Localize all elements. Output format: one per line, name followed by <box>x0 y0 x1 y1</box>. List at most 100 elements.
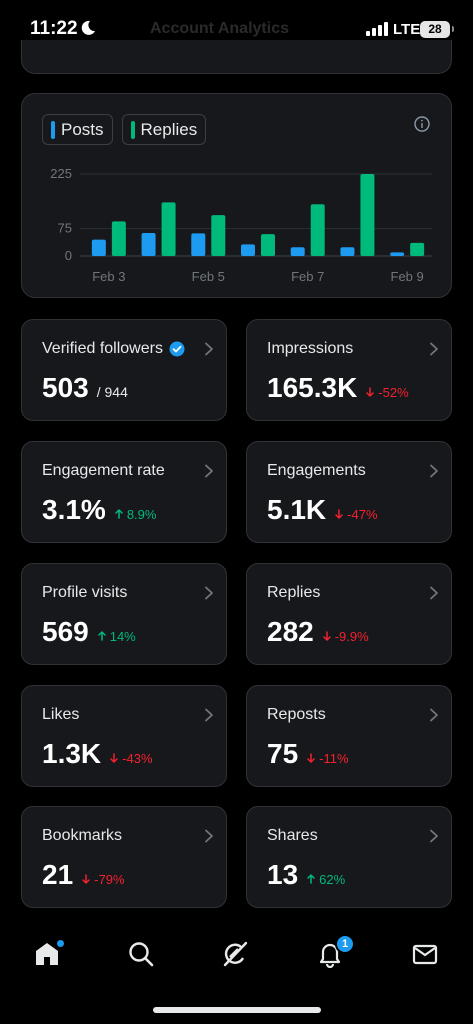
stat-label-text: Engagements <box>267 462 366 479</box>
bar-replies-feb-6[interactable] <box>261 234 275 256</box>
stat-value-row: 282 -9.9% <box>267 616 369 648</box>
stat-value: 13 <box>267 859 299 890</box>
x-tick-label: Feb 5 <box>192 269 225 284</box>
info-icon[interactable] <box>414 116 430 132</box>
bar-posts-feb-7[interactable] <box>290 247 305 256</box>
bar-replies-feb-7[interactable] <box>310 204 325 256</box>
bottom-nav: 1 <box>0 920 473 1024</box>
arrow-down-icon <box>307 753 315 763</box>
replies-swatch <box>130 120 135 139</box>
chevron-right-icon <box>430 829 438 843</box>
stat-delta-value: -9.9% <box>334 629 369 644</box>
arrow-down-icon <box>335 509 343 519</box>
arrow-up-icon <box>115 509 123 519</box>
bar-replies-feb-4[interactable] <box>161 202 176 256</box>
bar-replies-feb-8[interactable] <box>360 174 375 256</box>
stat-value: 1.3K <box>42 738 102 769</box>
chevron-right-icon <box>430 708 438 722</box>
stat-delta-value: -43% <box>122 751 153 766</box>
stat-card-engagement-rate[interactable]: Engagement rate 3.1% 8.9% <box>21 441 227 543</box>
y-tick-label: 0 <box>65 248 72 263</box>
stat-card-impressions[interactable]: Impressions 165.3K -52% <box>246 319 452 421</box>
stat-value-row: 21 -79% <box>42 859 125 891</box>
faded-header-title: Account Analytics <box>150 20 289 37</box>
stat-value: 282 <box>267 616 314 647</box>
chevron-right-icon <box>205 342 213 356</box>
grok-icon <box>223 941 248 967</box>
nav-notifications[interactable] <box>310 934 350 974</box>
bar-replies-feb-9[interactable] <box>410 242 425 256</box>
stat-value-row: 1.3K -43% <box>42 738 153 770</box>
chart-legend: Posts Replies <box>42 114 207 145</box>
bar-posts-feb-9[interactable] <box>390 252 405 256</box>
legend-posts[interactable]: Posts <box>42 114 113 145</box>
arrow-down-icon <box>366 387 375 397</box>
stat-delta: -47% <box>334 507 378 522</box>
stat-delta-value: 14% <box>109 629 136 644</box>
stat-value: 75 <box>267 738 299 769</box>
arrow-down-icon <box>82 874 90 884</box>
nav-grok[interactable] <box>215 934 255 974</box>
home-indicator <box>153 1007 321 1013</box>
bar-posts-feb-8[interactable] <box>340 247 355 256</box>
signal-icon <box>366 22 388 36</box>
stat-value: 3.1% <box>42 494 106 525</box>
status-time: 11:22 <box>30 18 78 39</box>
messages-icon <box>412 944 438 965</box>
stat-label-text: Shares <box>267 827 318 844</box>
stat-card-profile-visits[interactable]: Profile visits 569 14% <box>21 563 227 665</box>
stat-delta: -9.9% <box>322 629 369 644</box>
battery-indicator: 28 <box>420 21 454 38</box>
stat-delta: -52% <box>365 385 409 400</box>
nav-search[interactable] <box>121 934 161 974</box>
stat-delta-value: 8.9% <box>126 507 157 522</box>
stat-label: Engagement rate <box>42 462 165 480</box>
stat-label: Verified followers <box>42 340 185 358</box>
stat-delta: -79% <box>81 872 125 887</box>
stat-card-reposts[interactable]: Reposts 75 -11% <box>246 685 452 787</box>
previous-card <box>21 40 452 74</box>
stat-delta-value: -52% <box>378 385 409 400</box>
bar-posts-feb-5[interactable] <box>191 233 206 256</box>
stat-label: Shares <box>267 827 318 845</box>
stat-label-text: Profile visits <box>42 584 128 601</box>
stat-label-text: Likes <box>42 706 80 723</box>
stat-delta-value: -47% <box>347 507 378 522</box>
bar-posts-feb-4[interactable] <box>141 233 156 256</box>
stat-card-bookmarks[interactable]: Bookmarks 21 -79% <box>21 806 227 908</box>
moon-icon <box>81 20 95 35</box>
home-icon <box>36 943 58 965</box>
chevron-right-icon <box>205 464 213 478</box>
nav-home[interactable] <box>27 934 67 974</box>
stat-card-verified-followers[interactable]: Verified followers 503 / 944 <box>21 319 227 421</box>
stat-card-replies[interactable]: Replies 282 -9.9% <box>246 563 452 665</box>
verified-badge-icon <box>169 341 185 357</box>
legend-replies-label: Replies <box>140 119 198 139</box>
stat-label: Engagements <box>267 462 366 480</box>
bar-posts-feb-6[interactable] <box>241 244 255 256</box>
stat-value: 165.3K <box>267 372 358 403</box>
status-bar: 11:22 Account Analytics LTE 28 <box>0 0 473 60</box>
x-tick-label: Feb 3 <box>92 269 125 284</box>
notification-count-badge: 1 <box>335 934 355 954</box>
stat-value-row: 569 14% <box>42 616 136 648</box>
x-tick-label: Feb 7 <box>291 269 324 284</box>
posts-swatch <box>51 120 55 139</box>
stat-card-engagements[interactable]: Engagements 5.1K -47% <box>246 441 452 543</box>
stat-delta: 8.9% <box>114 507 157 522</box>
bar-replies-feb-5[interactable] <box>211 215 226 256</box>
nav-messages[interactable] <box>405 934 445 974</box>
stat-card-likes[interactable]: Likes 1.3K -43% <box>21 685 227 787</box>
legend-replies[interactable]: Replies <box>121 114 207 145</box>
stat-value: 569 <box>42 616 89 647</box>
arrow-down-icon <box>110 753 118 763</box>
notifications-icon <box>319 943 341 968</box>
network-type: LTE <box>393 21 421 38</box>
stat-card-shares[interactable]: Shares 13 62% <box>246 806 452 908</box>
chevron-right-icon <box>205 829 213 843</box>
bar-posts-feb-3[interactable] <box>91 239 106 256</box>
home-unread-dot <box>57 940 64 947</box>
arrow-down-icon <box>322 631 331 641</box>
bar-replies-feb-3[interactable] <box>111 221 126 256</box>
chevron-right-icon <box>205 708 213 722</box>
